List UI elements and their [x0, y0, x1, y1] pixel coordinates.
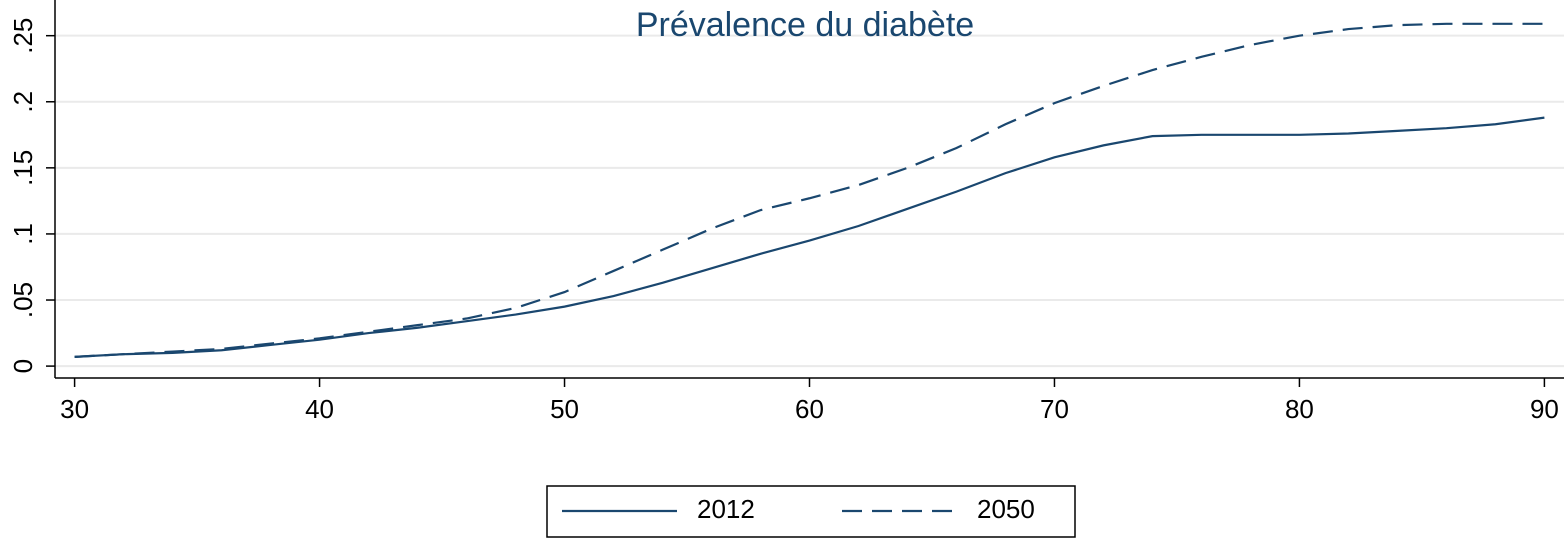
series-line [74, 22, 1545, 358]
x-tick-label: 80 [1285, 394, 1314, 424]
y-tick-label: 0 [8, 359, 38, 373]
x-tick-label: 70 [1040, 394, 1069, 424]
y-tick-label: .05 [8, 282, 38, 318]
x-tick-label: 50 [550, 394, 579, 424]
x-tick-label: 30 [60, 394, 89, 424]
legend-label: 2050 [977, 494, 1035, 524]
x-tick-label: 90 [1530, 394, 1559, 424]
y-tick-label: .25 [8, 18, 38, 54]
x-tick-label: 40 [305, 394, 334, 424]
chart-title: Prévalence du diabète [636, 6, 974, 44]
legend-label: 2012 [697, 494, 755, 524]
series-line [74, 116, 1545, 358]
y-tick-label: .15 [8, 150, 38, 186]
x-tick-label: 60 [795, 394, 824, 424]
y-tick-label: .2 [8, 91, 38, 113]
y-tick-label: .1 [8, 223, 38, 245]
